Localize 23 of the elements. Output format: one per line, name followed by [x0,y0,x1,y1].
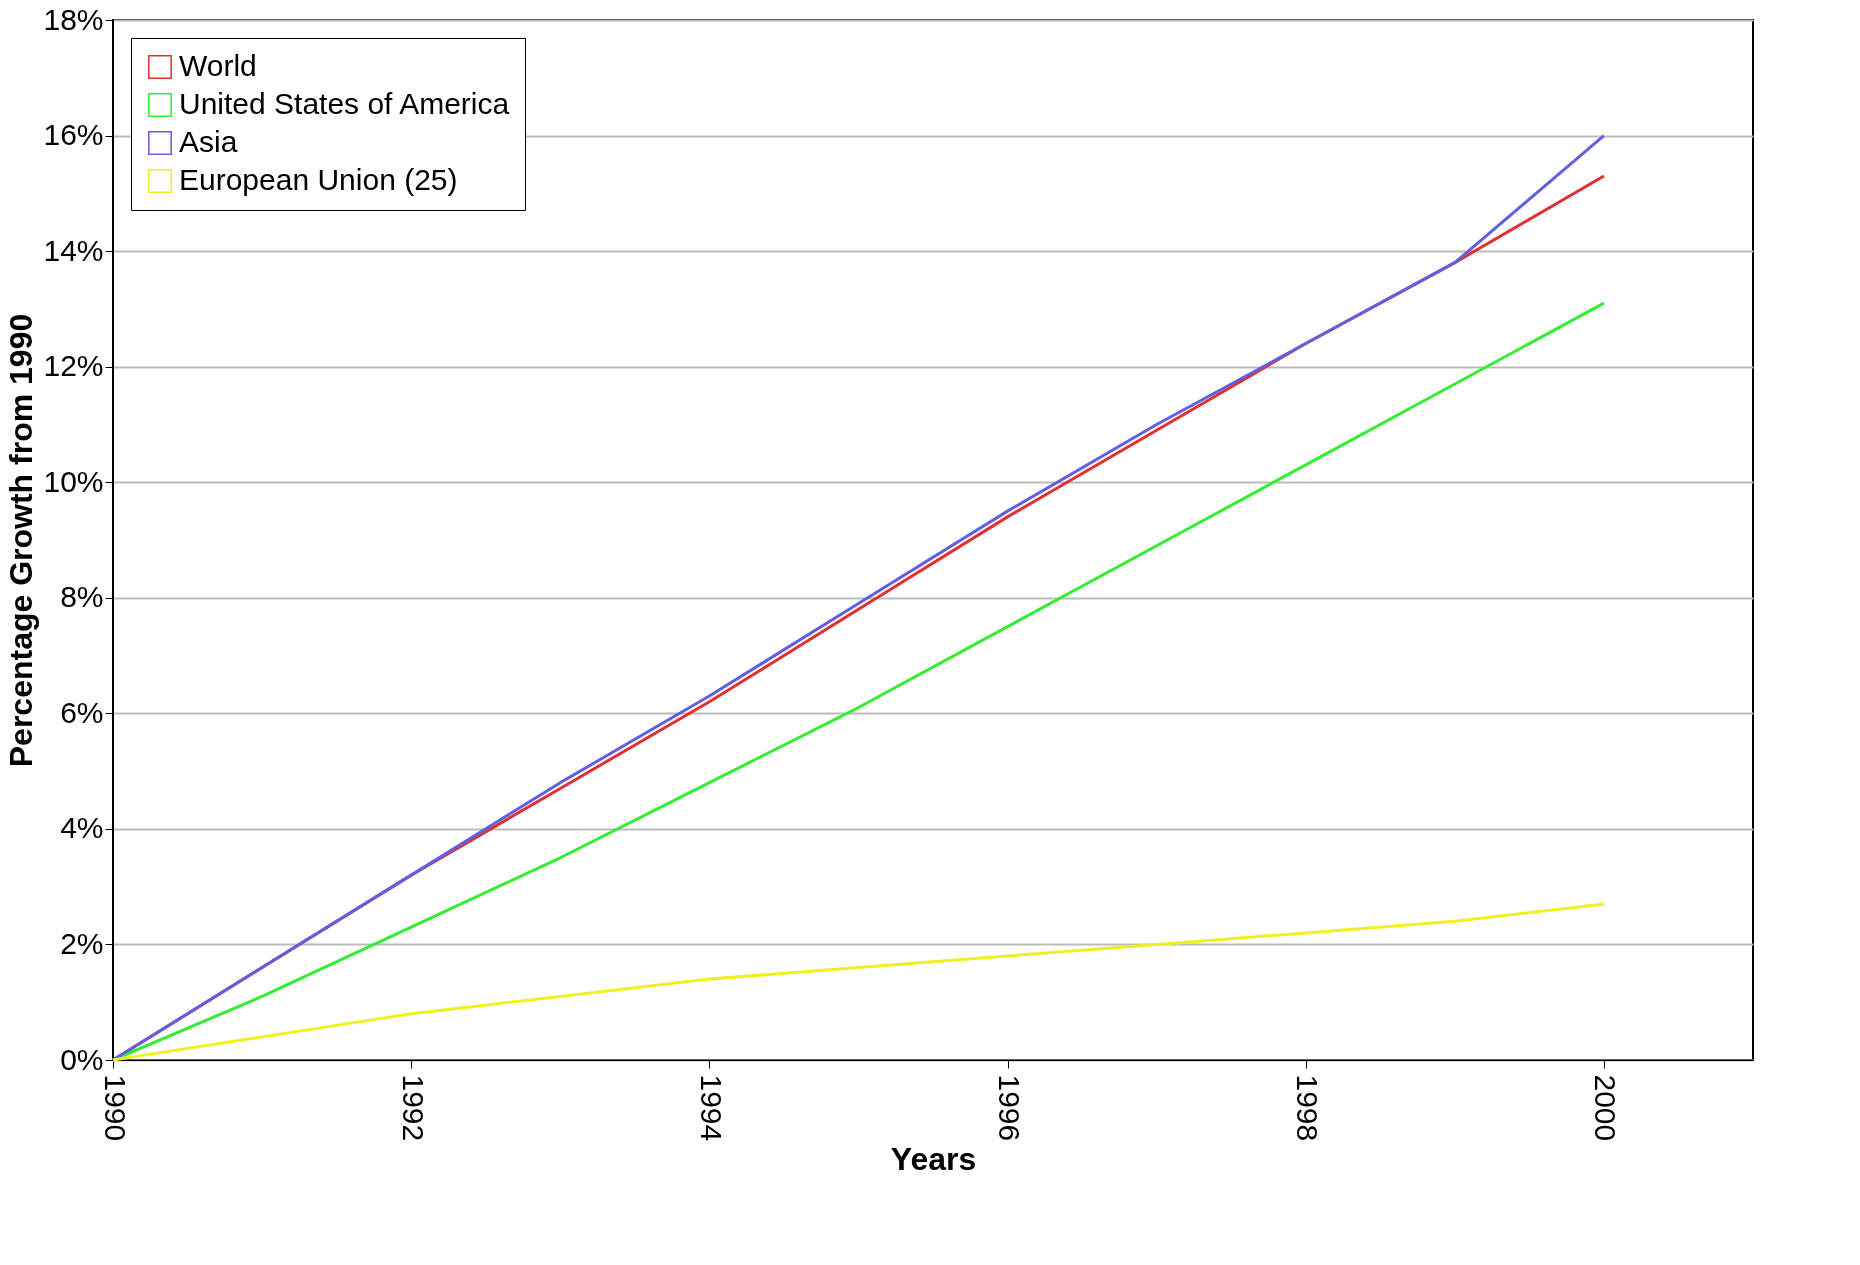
y-tick-label: 0% [60,1042,104,1076]
x-tick-label: 1998 [1291,1074,1325,1142]
y-tick-label: 2% [60,926,104,960]
x-tick-label: 1990 [98,1074,132,1142]
y-tick-label: 10% [43,464,104,498]
legend-label: United States of America [179,87,510,120]
y-tick-label: 8% [60,580,104,614]
y-tick-label: 4% [60,811,104,845]
y-tick-label: 12% [43,349,104,383]
y-tick-label: 16% [43,118,104,152]
line-series [111,902,1606,1062]
y-tick-label: 6% [60,695,104,729]
y-tick-label: 14% [43,233,104,267]
y-tick-label: 18% [43,2,104,36]
x-tick-label: 1992 [396,1074,430,1142]
x-axis-title: Years [890,1141,977,1178]
y-axis-title: Percentage Growth from 1990 [3,313,40,768]
legend-label: Asia [179,125,238,158]
legend-label: European Union (25) [179,163,458,196]
x-tick-label: 2000 [1589,1074,1623,1142]
x-tick-label: 1996 [993,1074,1027,1142]
x-tick-label: 1994 [694,1074,728,1142]
legend-label: World [179,49,257,82]
